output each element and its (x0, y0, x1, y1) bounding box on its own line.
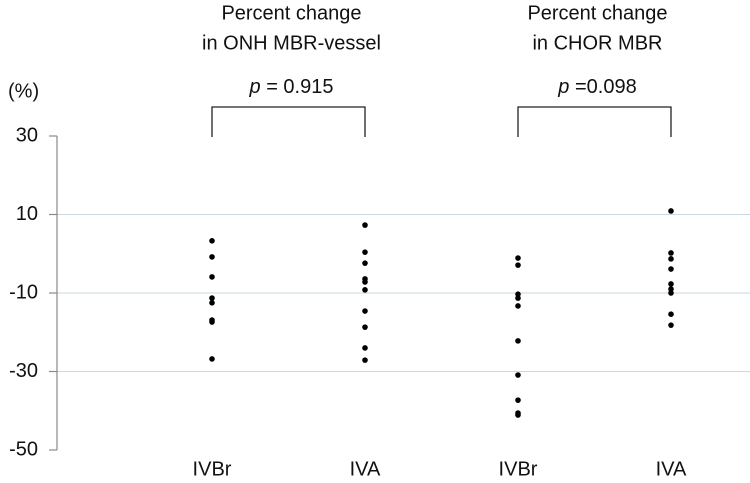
data-point (362, 345, 368, 351)
data-point (668, 256, 674, 262)
data-point (209, 237, 215, 244)
y-tick-label: -30 (9, 360, 38, 382)
data-point (209, 274, 215, 280)
data-point (668, 286, 674, 292)
data-point (515, 412, 521, 418)
data-point (668, 311, 674, 317)
data-point (515, 255, 521, 261)
data-point (362, 324, 368, 330)
x-tick-label: IVBr (499, 458, 538, 480)
p-value: p =0.098 (557, 76, 636, 98)
p-value-text: = 0.915 (261, 76, 334, 98)
data-point (362, 222, 368, 228)
data-point (362, 260, 368, 266)
data-point (515, 262, 521, 268)
data-point (209, 356, 215, 362)
x-tick-label: IVA (350, 458, 381, 480)
group-title: in ONH MBR-vessel (202, 32, 381, 54)
data-point (668, 250, 674, 256)
data-point (515, 397, 521, 403)
data-point (668, 322, 674, 328)
data-point (668, 281, 674, 287)
p-symbol: p (249, 76, 261, 98)
y-axis-label: (%) (8, 80, 39, 102)
data-point (515, 303, 521, 309)
data-point (515, 291, 521, 297)
data-point (209, 295, 215, 301)
y-tick-label: 10 (16, 203, 38, 225)
significance-bracket (211, 106, 366, 137)
data-point (362, 279, 368, 285)
p-value: p = 0.915 (249, 76, 334, 98)
data-point (362, 249, 368, 255)
data-point (515, 295, 521, 301)
data-point (668, 266, 674, 272)
p-value-text: =0.098 (569, 76, 636, 98)
x-tick-label: IVBr (193, 458, 232, 480)
y-tick-label: 30 (16, 124, 38, 146)
group-title: Percent change (221, 2, 361, 24)
significance-bracket (517, 106, 672, 137)
data-point (362, 287, 368, 293)
data-point (209, 300, 215, 306)
data-point (515, 372, 521, 378)
p-symbol: p (557, 76, 569, 98)
data-point (362, 357, 368, 363)
data-point (668, 208, 674, 214)
group-title: in CHOR MBR (532, 32, 662, 54)
y-tick-label: -50 (9, 438, 38, 460)
data-point (668, 290, 674, 296)
x-tick-label: IVA (656, 458, 687, 480)
data-point (362, 308, 368, 314)
group-title: Percent change (527, 2, 667, 24)
data-point (209, 254, 215, 260)
data-point (515, 338, 521, 344)
data-point (209, 319, 215, 325)
y-tick-label: -10 (9, 281, 38, 303)
